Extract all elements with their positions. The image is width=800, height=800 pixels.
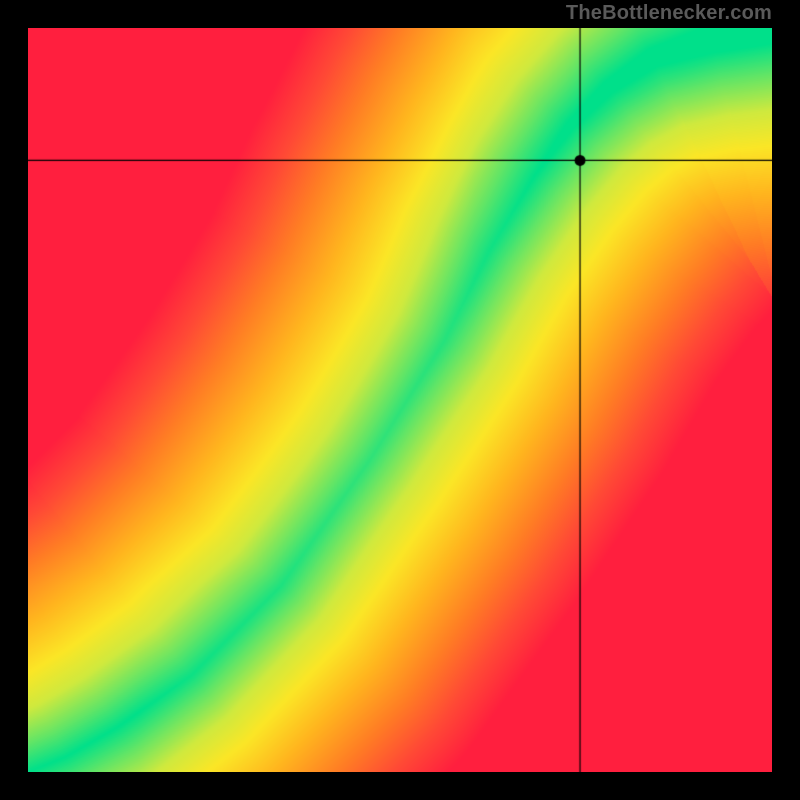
heatmap-canvas <box>28 28 772 772</box>
chart-container: TheBottlenecker.com <box>0 0 800 800</box>
watermark-text: TheBottlenecker.com <box>566 2 772 25</box>
